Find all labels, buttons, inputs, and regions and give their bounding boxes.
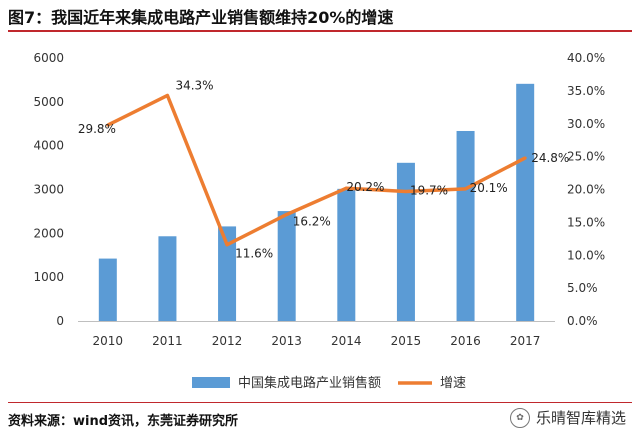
source-rule — [8, 402, 632, 403]
growth-data-label: 24.8% — [531, 151, 569, 165]
y-right-tick-label: 5.0% — [567, 281, 598, 295]
y-right-tick-label: 0.0% — [567, 314, 598, 328]
y-right-tick-label: 15.0% — [567, 215, 605, 229]
y-left-tick-label: 5000 — [33, 95, 64, 109]
x-tick-label: 2011 — [152, 334, 183, 348]
x-tick-label: 2013 — [271, 334, 302, 348]
y-right-tick-label: 20.0% — [567, 183, 605, 197]
combo-chart: 0 1000 2000 3000 4000 5000 6000 0.0% 5.0% 10.0% 15… — [33, 51, 605, 391]
growth-point-2011 — [165, 93, 169, 97]
bar-2011 — [158, 236, 177, 321]
bar-2010 — [98, 258, 117, 321]
figure-title: 图7：我国近年来集成电路产业销售额维持20%的增速 — [8, 8, 394, 27]
growth-point-2012 — [225, 243, 229, 247]
growth-line — [107, 93, 526, 247]
growth-data-label: 29.8% — [78, 122, 116, 136]
x-tick-label: 2010 — [93, 334, 124, 348]
bar-2013 — [277, 211, 296, 321]
growth-point-2014 — [344, 186, 348, 190]
y-right-tick-label: 30.0% — [567, 117, 605, 131]
bar-2014 — [337, 188, 356, 321]
wechat-icon: ✿ — [509, 407, 530, 428]
x-tick-label: 2016 — [450, 334, 481, 348]
y-left-tick-label: 3000 — [33, 183, 64, 197]
y-left-tick-label: 0 — [56, 314, 64, 328]
y-right-tick-label: 25.0% — [567, 150, 605, 164]
bar-2015 — [396, 162, 415, 321]
legend-label-line: 增速 — [440, 376, 466, 391]
x-tick-label: 2012 — [212, 334, 243, 348]
growth-data-label: 20.2% — [346, 180, 384, 194]
x-tick-label: 2017 — [510, 334, 541, 348]
growth-point-2013 — [285, 212, 289, 216]
bar-2017 — [516, 83, 535, 321]
x-tick-label: 2015 — [391, 334, 422, 348]
watermark-text: 乐晴智库精选 — [535, 409, 626, 427]
bar-2016 — [456, 130, 475, 321]
y-right-tick-label: 35.0% — [567, 84, 605, 98]
y-right-tick-label: 10.0% — [567, 248, 605, 262]
y-left-tick-label: 6000 — [33, 51, 64, 65]
growth-data-label: 20.1% — [470, 181, 508, 195]
growth-data-label: 11.6% — [235, 247, 273, 261]
chart-area: 0 1000 2000 3000 4000 5000 6000 0.0% 5.0% 10.0% 15… — [0, 34, 640, 400]
growth-point-2015 — [404, 189, 408, 193]
y-right-tick-label: 40.0% — [567, 51, 605, 65]
legend-label-bar: 中国集成电路产业销售额 — [238, 375, 381, 391]
growth-data-label: 34.3% — [175, 78, 213, 92]
growth-data-label: 16.2% — [293, 214, 331, 228]
x-tick-label: 2014 — [331, 334, 362, 348]
bar-2012 — [218, 226, 237, 321]
watermark: ✿ 乐晴智库精选 — [509, 407, 626, 428]
y-left-tick-label: 1000 — [33, 270, 64, 284]
growth-point-2017 — [523, 156, 527, 160]
growth-point-2010 — [106, 123, 110, 127]
legend-swatch-bar — [192, 377, 230, 388]
growth-data-label: 19.7% — [410, 183, 448, 197]
source-note: 资料来源：wind资讯，东莞证券研究所 — [8, 414, 239, 429]
y-left-tick-label: 2000 — [33, 226, 64, 240]
y-left-tick-label: 4000 — [33, 139, 64, 153]
title-rule — [8, 30, 632, 32]
growth-point-2016 — [464, 187, 468, 191]
